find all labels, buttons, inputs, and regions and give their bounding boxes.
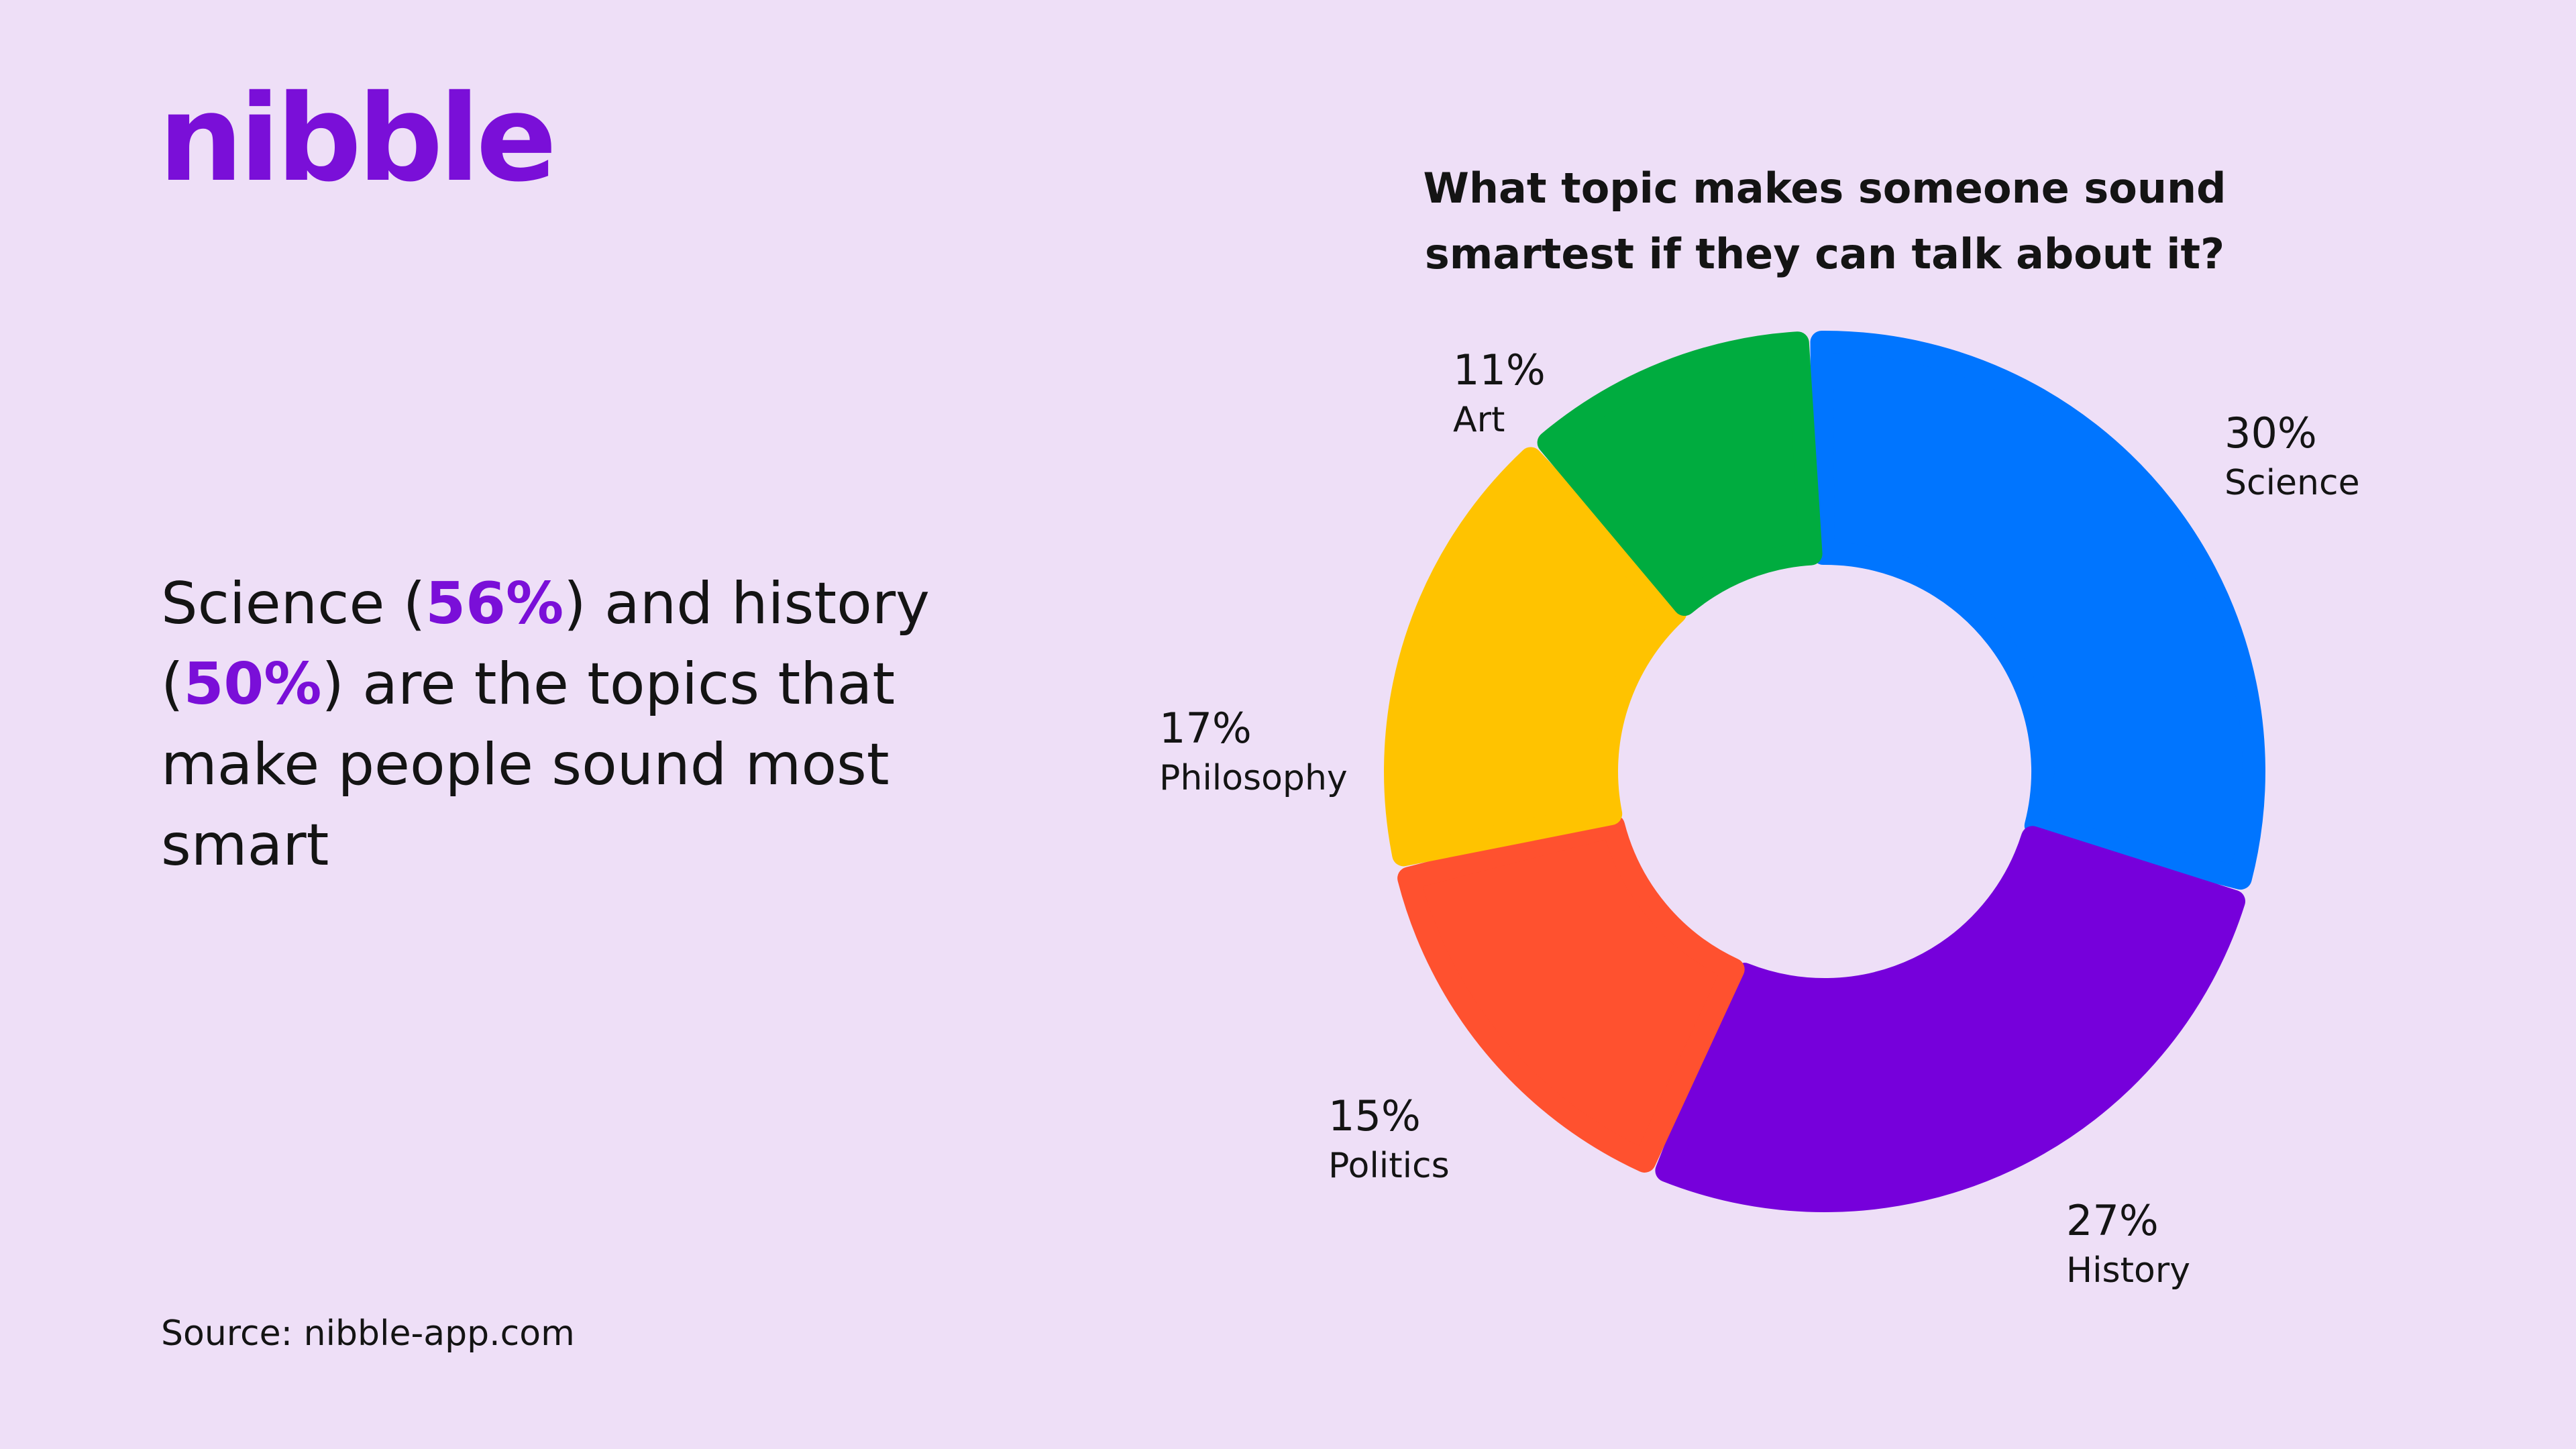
donut-slice-philosophy bbox=[1384, 447, 1687, 867]
slice-label-history: 27% History bbox=[2066, 1195, 2190, 1295]
headline-highlight-science: 56% bbox=[425, 570, 564, 637]
slice-percent-art: 11% bbox=[1453, 345, 1546, 394]
slice-category-history: History bbox=[2066, 1250, 2190, 1291]
donut-slice-history bbox=[1655, 826, 2246, 1212]
slice-label-politics: 15% Politics bbox=[1328, 1091, 1450, 1190]
source-note: Source: nibble-app.com bbox=[161, 1313, 575, 1354]
donut-slice-science bbox=[1810, 331, 2265, 890]
slice-category-philosophy: Philosophy bbox=[1159, 758, 1348, 798]
slice-label-art: 11% Art bbox=[1453, 345, 1546, 444]
slice-category-politics: Politics bbox=[1328, 1146, 1450, 1186]
headline-highlight-history: 50% bbox=[183, 651, 322, 718]
slice-percent-philosophy: 17% bbox=[1159, 704, 1252, 753]
slice-percent-history: 27% bbox=[2066, 1196, 2159, 1245]
slice-category-art: Art bbox=[1453, 400, 1505, 440]
chart-title: What topic makes someone sound smartest … bbox=[1423, 164, 2226, 278]
slice-label-philosophy: 17% Philosophy bbox=[1159, 703, 1348, 802]
headline-text-3: ) are the topics that make people sound … bbox=[161, 651, 896, 879]
headline-text-1: Science ( bbox=[161, 570, 426, 637]
slice-percent-science: 30% bbox=[2224, 409, 2317, 458]
nibble-logo: nibble bbox=[158, 69, 557, 208]
slice-category-science: Science bbox=[2224, 463, 2360, 503]
donut-slice-politics bbox=[1397, 814, 1745, 1173]
donut-slice-art bbox=[1537, 331, 1823, 616]
slice-label-science: 30% Science bbox=[2224, 408, 2360, 507]
slice-percent-politics: 15% bbox=[1328, 1091, 1421, 1140]
headline-text-2: ) and history ( bbox=[161, 570, 930, 718]
headline: Science (56%) and history (50%) are the … bbox=[161, 564, 1033, 885]
